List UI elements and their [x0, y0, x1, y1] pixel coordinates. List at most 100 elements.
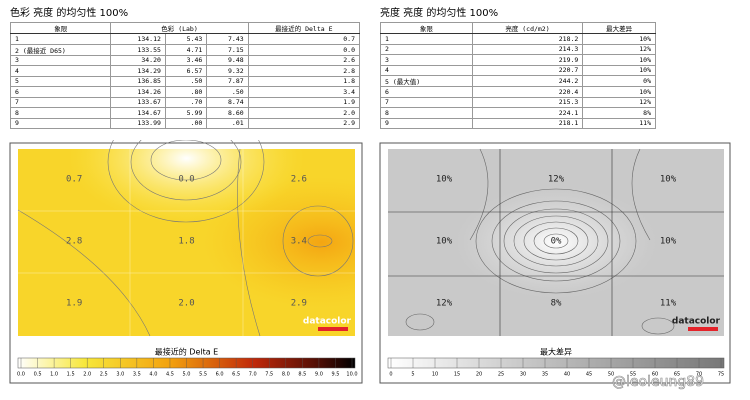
- cell-label: 0%: [551, 237, 562, 247]
- cell: 5.99: [164, 107, 208, 119]
- legend-tick-label: 10.0: [346, 372, 357, 378]
- row: 7 215.3 12%: [380, 96, 656, 108]
- legend-tick-label: 35: [542, 372, 548, 378]
- cell: 220.7: [471, 64, 584, 76]
- cell-label: 11%: [660, 299, 677, 309]
- legend-tick-label: 1.5: [67, 372, 75, 378]
- cell: 10%: [582, 86, 656, 98]
- cell: 8%: [582, 107, 656, 119]
- cell: 2.0: [247, 107, 361, 119]
- cell: 9.32: [206, 65, 249, 77]
- cell: 10%: [582, 54, 656, 66]
- row: 7 133.67.70 8.74 1.9: [9, 96, 361, 108]
- cell: 4: [9, 65, 112, 77]
- cell: .80: [164, 86, 208, 98]
- right-contours: [405, 148, 675, 335]
- cell: 9.48: [206, 54, 249, 66]
- header-cell: 最大差异: [582, 22, 656, 34]
- cell: .70: [164, 96, 208, 108]
- legend-tick-label: 40: [564, 372, 570, 378]
- cell: 2: [380, 43, 473, 55]
- cell: 7: [380, 96, 473, 108]
- legend-tick-label: 20: [476, 372, 482, 378]
- cell: 6.57: [164, 65, 208, 77]
- cell: 134.29: [110, 65, 166, 77]
- row: 6 134.26.80.50 3.4: [9, 86, 361, 98]
- row: 5 136.85.50 7.87 1.8: [9, 75, 361, 87]
- cell: 0.7: [247, 33, 361, 45]
- cell: 220.4: [471, 86, 584, 98]
- cell: 219.9: [471, 54, 584, 66]
- cell: 4.71: [164, 43, 208, 56]
- left-grid: [18, 149, 355, 336]
- cell: 3.4: [247, 86, 361, 98]
- legend-title: 最接近的 Delta E: [155, 347, 218, 357]
- cell-label: 12%: [436, 299, 453, 309]
- legend-tick-label: 75: [718, 372, 724, 378]
- cell: 2.9: [247, 117, 361, 129]
- legend-tick-label: 0.0: [17, 372, 25, 378]
- legend-tick-label: 6.5: [232, 372, 240, 378]
- cell: 8.74: [206, 96, 249, 108]
- cell-label: 8%: [551, 299, 562, 309]
- legend-tick-label: 50: [608, 372, 614, 378]
- cell: 8.60: [206, 107, 249, 119]
- legend-tick-label: 8.0: [282, 372, 290, 378]
- cell-label: 2.8: [66, 237, 82, 247]
- legend-tick-label: 0.5: [34, 372, 42, 378]
- cell: 7.87: [206, 75, 249, 87]
- left-title: 色彩 亮度 的均匀性 100%: [10, 8, 129, 19]
- cell: 7: [9, 96, 112, 108]
- cell-label: 1.9: [66, 299, 82, 309]
- cell: 6: [9, 86, 112, 98]
- legend-tick-label: 9.5: [331, 372, 339, 378]
- cell-label: 0.0: [178, 175, 194, 185]
- legend-tick-label: 10: [432, 372, 438, 378]
- cell: 8: [9, 107, 112, 119]
- heatmaps: 0.7 0.0 2.6 2.8 1.8 3.4 1.9 2.0 2.9 datacolor 最接近的…: [9, 140, 731, 390]
- right-grid: [388, 149, 724, 336]
- header-cell: 象限: [380, 22, 473, 34]
- legend-tick-label: 25: [498, 372, 504, 378]
- cell-label: 10%: [660, 175, 677, 185]
- cell: 244.2: [471, 75, 584, 87]
- cell: 3: [380, 54, 473, 66]
- legend-tick-label: 7.5: [265, 372, 273, 378]
- header-row: 象限 亮度 (cd/m2) 最大差异: [380, 22, 656, 34]
- legend-tick-label: 6.0: [216, 372, 224, 378]
- cell: 133.67: [110, 96, 166, 108]
- row: 1 218.2 10%: [380, 33, 656, 45]
- row: 6 220.4 10%: [380, 86, 656, 98]
- left-contours: [17, 140, 354, 337]
- cell: 0.0: [247, 43, 361, 56]
- cell: 3: [9, 54, 112, 66]
- cell: .50: [206, 86, 249, 98]
- row: 3 219.9 10%: [380, 54, 656, 66]
- cell: 1: [380, 33, 473, 45]
- cell: 11%: [582, 117, 656, 129]
- cell: 133.55: [110, 43, 166, 56]
- cell: 218.1: [471, 117, 584, 129]
- cell-label: 2.9: [291, 299, 307, 309]
- legend-tick-label: 5.0: [183, 372, 191, 378]
- cell: 134.67: [110, 107, 166, 119]
- cell: 133.99: [110, 117, 166, 129]
- cell: 215.3: [471, 96, 584, 108]
- cell: 8: [380, 107, 473, 119]
- logo-bar: [318, 327, 348, 331]
- legend-tick-label: 45: [586, 372, 592, 378]
- legend-tick-label: 2.5: [100, 372, 108, 378]
- cell: 4: [380, 64, 473, 76]
- legend-tick-label: 0: [389, 372, 392, 378]
- row: 8 134.67 5.99 8.60 2.0: [9, 107, 361, 119]
- row: 5 (最大值) 244.2 0%: [380, 75, 656, 87]
- header-cell: 最接近的 Delta E: [247, 22, 361, 34]
- cell: 134.26: [110, 86, 166, 98]
- legend-tick-label: 1.0: [50, 372, 58, 378]
- cell: 136.85: [110, 75, 166, 87]
- cell: 5: [9, 75, 112, 87]
- row: 2 (最接近 D65) 133.55 4.71 7.15 0.0: [9, 43, 361, 56]
- cell: 10%: [582, 64, 656, 76]
- legend-title: 最大差异: [540, 347, 572, 357]
- legend-tick-label: 4.0: [149, 372, 157, 378]
